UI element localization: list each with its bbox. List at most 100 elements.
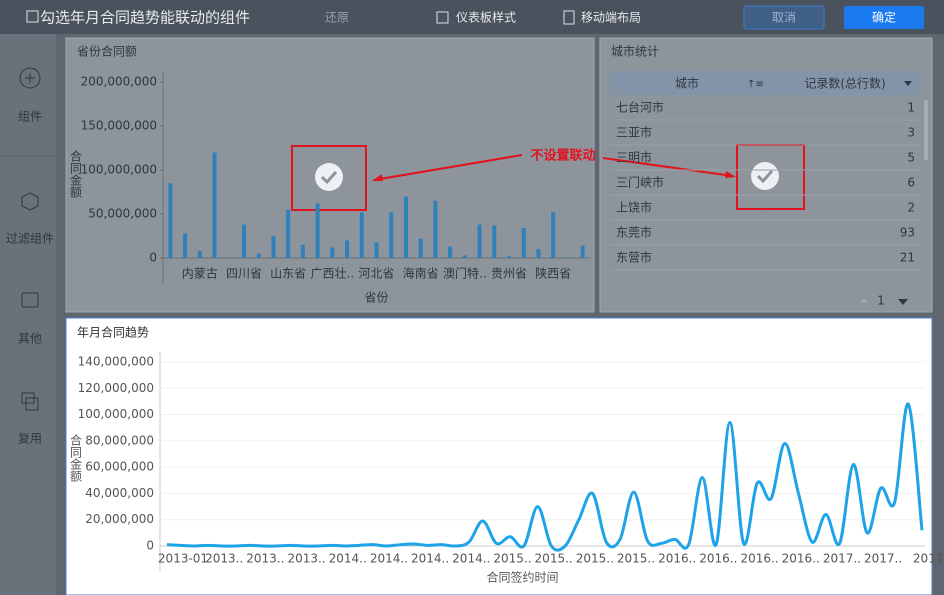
bar bbox=[359, 212, 364, 258]
bar bbox=[241, 224, 246, 258]
sidebar-icon bbox=[21, 292, 39, 308]
page-number: 1 bbox=[877, 294, 885, 308]
x-tick-label: 2015.. bbox=[535, 552, 573, 566]
x-tick-label: 2017.. bbox=[864, 552, 902, 566]
bar bbox=[565, 257, 570, 258]
y-tick-label: 60,000,000 bbox=[85, 460, 154, 474]
table-cell: 东营市 bbox=[616, 250, 652, 265]
bar bbox=[168, 183, 173, 258]
cancel-button[interactable] bbox=[743, 5, 825, 30]
y-tick-label: 100,000,000 bbox=[78, 407, 154, 421]
link-icon bbox=[751, 162, 779, 190]
x-tick-label: 2013-01 bbox=[158, 552, 208, 566]
confirm-label: 确定 bbox=[872, 10, 896, 25]
link-icon bbox=[315, 163, 343, 191]
x-tick-label: 2016.. bbox=[699, 552, 737, 566]
sidebar-icon bbox=[25, 397, 39, 411]
mobile-icon bbox=[563, 10, 575, 25]
x-tick-label: 2013.. bbox=[246, 552, 284, 566]
y-tick-label: 200,000,000 bbox=[81, 75, 157, 89]
line bbox=[166, 402, 924, 552]
table-cell: 三明市 bbox=[616, 150, 652, 165]
table-cell: 上饶市 bbox=[616, 200, 652, 215]
sidebar-icon bbox=[19, 67, 41, 89]
cancel-label: 取消 bbox=[772, 11, 796, 25]
x-tick-label: 2014.. bbox=[411, 552, 449, 566]
bar bbox=[374, 242, 379, 258]
arrow-head bbox=[372, 174, 383, 181]
x-axis-label: 合同签约时间 bbox=[486, 570, 558, 585]
confirm-button[interactable] bbox=[844, 6, 924, 29]
x-tick-label: 2014.. bbox=[329, 552, 367, 566]
bar bbox=[256, 253, 261, 258]
style-button[interactable]: 仪表板样式 bbox=[456, 10, 516, 25]
x-tick-label: 山东省 bbox=[270, 267, 306, 281]
highlight-box bbox=[291, 145, 367, 211]
x-tick-label: 2017-08 bbox=[913, 552, 944, 566]
bar bbox=[433, 200, 438, 258]
bar bbox=[345, 240, 350, 258]
column-header: 城市 bbox=[675, 76, 699, 91]
table-cell: 2 bbox=[907, 201, 915, 215]
bar bbox=[389, 212, 394, 258]
x-tick-label: 2014.. bbox=[370, 552, 408, 566]
table-cell: 三门峡市 bbox=[616, 175, 664, 190]
bar bbox=[403, 196, 408, 258]
table-cell: 七台河市 bbox=[616, 100, 664, 115]
table-title: 城市统计 bbox=[611, 44, 659, 59]
bar bbox=[300, 244, 305, 258]
bar bbox=[227, 257, 232, 258]
annotation: 不设置联动 bbox=[530, 149, 595, 164]
scrollbar[interactable] bbox=[924, 100, 928, 160]
y-tick-label: 150,000,000 bbox=[81, 119, 157, 133]
arrow bbox=[602, 157, 734, 177]
table-cell: 6 bbox=[907, 176, 915, 190]
column-header: 记录数(总行数) bbox=[804, 76, 885, 91]
bar bbox=[448, 246, 453, 258]
bar bbox=[330, 247, 335, 258]
x-tick-label: 2016.. bbox=[658, 552, 696, 566]
bar bbox=[212, 152, 217, 258]
x-tick-label: 澳门特.. bbox=[443, 266, 487, 281]
page-prev[interactable] bbox=[860, 298, 868, 303]
toolbar-title: 勾选年月合同趋势能联动的组件 bbox=[40, 9, 250, 27]
x-tick-label: 2015.. bbox=[617, 552, 655, 566]
chart-title: 年月合同趋势 bbox=[77, 325, 149, 340]
bar bbox=[477, 224, 482, 258]
x-tick-label: 河北省 bbox=[358, 267, 394, 281]
arrow bbox=[373, 154, 523, 181]
undo-button[interactable]: 还原 bbox=[325, 11, 349, 25]
panel-selected[interactable] bbox=[65, 317, 933, 595]
sidebar-label[interactable]: 组件 bbox=[18, 110, 42, 124]
sort-icon[interactable] bbox=[904, 81, 912, 86]
table-cell: 5 bbox=[907, 151, 915, 165]
bar bbox=[197, 250, 202, 258]
bar bbox=[271, 236, 276, 258]
table-cell: 3 bbox=[907, 126, 915, 140]
bar bbox=[551, 212, 556, 258]
x-tick-label: 2013.. bbox=[205, 552, 243, 566]
x-tick-label: 2015.. bbox=[576, 552, 614, 566]
table-cell: 93 bbox=[900, 226, 915, 240]
x-axis-label: 省份 bbox=[364, 291, 388, 305]
sidebar-label[interactable]: 复用 bbox=[18, 432, 42, 446]
table-cell: 21 bbox=[900, 251, 915, 265]
sidebar-icon bbox=[25, 73, 35, 83]
mobile-button[interactable]: 移动端布局 bbox=[581, 11, 641, 25]
x-tick-label: 陕西省 bbox=[535, 266, 571, 281]
bar bbox=[507, 256, 512, 258]
sidebar-label[interactable]: 其他 bbox=[18, 332, 42, 346]
table-cell: 1 bbox=[907, 101, 915, 115]
arrow-head bbox=[725, 171, 736, 178]
bar bbox=[536, 249, 541, 258]
x-tick-label: 2014.. bbox=[452, 552, 490, 566]
y-tick-label: 100,000,000 bbox=[81, 163, 157, 177]
sort-icon[interactable]: ↑≡ bbox=[747, 79, 764, 90]
sidebar-label[interactable]: 过滤组件 bbox=[6, 232, 54, 246]
y-tick-label: 20,000,000 bbox=[85, 512, 154, 526]
bar bbox=[462, 255, 467, 258]
bar bbox=[183, 233, 188, 258]
page-next[interactable] bbox=[898, 299, 908, 305]
toolbar-icon bbox=[26, 10, 39, 23]
